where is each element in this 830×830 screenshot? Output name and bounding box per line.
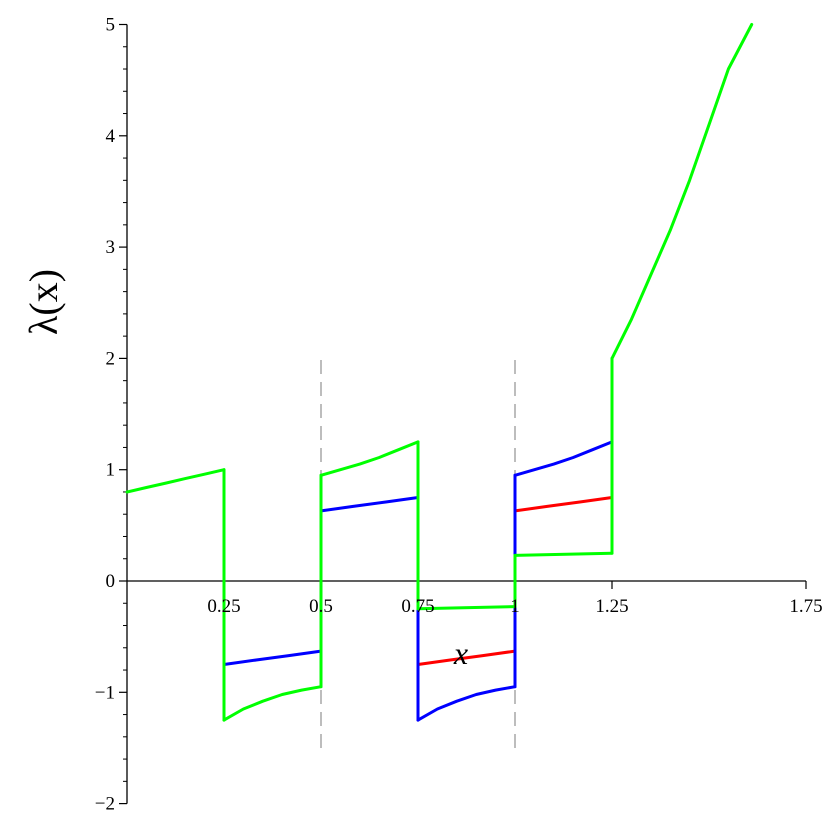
x-tick-label: 1: [510, 596, 520, 617]
series-1-segment-0: [222, 649, 323, 666]
y-tick-label: 3: [106, 237, 116, 258]
tick-labels: −2 −1 0 1 2 3 4 5 0.25 0.5 0.75 1 1.25 1.75: [95, 15, 823, 815]
y-tick-label: 2: [106, 348, 116, 369]
series-1-segment-2: [319, 496, 420, 513]
series-2: [125, 23, 754, 722]
series-2-segment-4: [319, 440, 420, 477]
y-tick-label: 0: [106, 571, 116, 592]
x-tick-label: 1.25: [595, 596, 628, 617]
y-tick-label: 4: [106, 126, 116, 147]
series-1-segment-6: [513, 440, 614, 477]
y-axis-label: λ(x): [21, 269, 66, 335]
series-2-segment-10: [610, 23, 754, 360]
x-tick-label: 0.75: [401, 596, 434, 617]
series-group: [125, 23, 754, 722]
y-tick-label: 5: [106, 15, 116, 36]
x-tick-label: 0.5: [309, 596, 333, 617]
series-0-segment-0: [416, 649, 517, 666]
x-tick-label: 1.75: [789, 596, 822, 617]
series-2-segment-2: [222, 685, 323, 722]
series-2-segment-6: [416, 605, 517, 611]
y-tick-label: −2: [95, 794, 115, 815]
series-2-segment-0: [125, 468, 226, 494]
series-2-segment-8: [513, 551, 614, 557]
x-tick-label: 0.25: [207, 596, 240, 617]
series-1-segment-4: [416, 685, 517, 722]
y-tick-label: −1: [95, 682, 115, 703]
y-tick-label: 1: [106, 460, 116, 481]
series-0-segment-2: [513, 496, 614, 513]
x-axis-label: x: [453, 635, 468, 671]
